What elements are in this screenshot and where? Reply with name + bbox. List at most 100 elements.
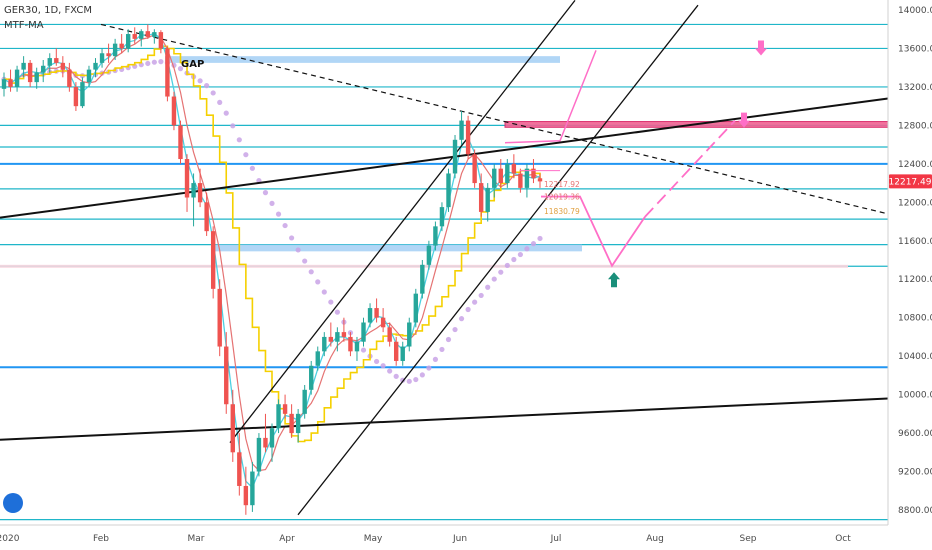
candle-11 [73,86,79,107]
time-tick-8: Sep [740,534,757,544]
ma-value-label-2: 11830.79 [544,207,580,216]
projection-down-leg[interactable] [541,195,646,268]
price-tick-4: 10400.00 [898,352,932,362]
channel-line-0[interactable] [229,0,576,444]
ma-violet-dot-82 [537,235,543,242]
price-tick-6: 11200.00 [898,275,932,285]
candle-51 [335,332,340,342]
ma-violet-dot-70 [458,316,465,322]
channel-line-1[interactable] [297,4,699,516]
tradingview-logo[interactable] [3,493,23,513]
candle-74 [485,187,490,212]
candle-59 [387,327,392,342]
annotations: GAP 12217.92 12019.36 11830.79 [181,59,580,216]
candle-24 [158,32,164,49]
candle-32 [210,231,216,289]
price-tick-7: 11600.00 [898,237,932,247]
ma-violet-dot-35 [230,123,236,129]
candle-14 [93,62,98,70]
trendline-1[interactable] [0,397,889,441]
ma-violet-dot-27 [177,66,184,72]
candle-42 [276,404,281,429]
candle-76 [498,168,503,184]
symbol-title: GER30, 1D, FXCM [4,5,93,16]
projection-path[interactable] [504,40,767,288]
candle-61 [400,346,405,361]
candle-25 [165,48,170,97]
ma-violet-dot-31 [204,83,210,89]
trendline-0[interactable] [0,97,889,219]
candle-6 [41,65,46,73]
plot-background [0,0,888,525]
ma-violet-dot-38 [249,165,255,171]
candle-52 [341,332,347,337]
price-badge-bg [889,174,932,189]
time-axis[interactable]: 2020 Feb Mar Apr May Jun Jul Aug Sep Oct [0,534,851,544]
ma-violet-dot-34 [223,110,229,116]
candle-36 [237,452,242,486]
candle-46 [302,389,307,414]
candle-66 [433,226,438,246]
zone-0[interactable] [165,56,560,63]
ma-violet-dot-49 [321,289,327,295]
ma-violet-dot-41 [269,200,275,206]
candle-63 [413,293,419,323]
ma-violet-dot-58 [380,363,386,369]
ma-violet-dot-76 [498,269,504,275]
candle-43 [282,404,288,414]
ma-violet-dot-77 [504,262,510,269]
candle-29 [191,183,196,198]
ma-violet-dot-81 [530,241,537,247]
candle-30 [197,183,203,203]
price-tick-5: 10800.00 [898,314,932,324]
ma-violet-dot-46 [302,258,308,264]
zone-2[interactable] [212,244,582,252]
ma-violet-dot-40 [262,190,269,196]
candle-64 [420,264,425,294]
price-tick-9: 12400.00 [898,160,932,170]
candle-65 [426,245,432,265]
ma-violet-dot-59 [387,368,393,374]
candle-37 [243,485,249,506]
ma-violet-dot-22 [145,60,151,67]
last-price-badge: 12217.49 [889,174,932,189]
candle-10 [67,69,72,87]
candle-22 [145,31,151,37]
ma-violet-dot-60 [393,373,399,379]
candle-9 [60,62,66,70]
time-tick-4: May [364,534,383,544]
price-axis[interactable]: 8800.00 9200.00 9600.00 10000.00 10400.00 108… [898,6,932,516]
candle-39 [256,437,262,472]
candle-57 [374,308,379,318]
projection-alt-leg[interactable] [504,50,597,144]
candle-69 [452,139,458,174]
price-tick-0: 8800.00 [898,506,932,516]
arrow-down-icon [755,40,767,56]
ma-violet-dot-79 [517,251,523,258]
candle-54 [354,341,360,352]
candle-55 [361,322,366,342]
candle-72 [472,154,477,184]
candle-82 [537,178,543,182]
trendlines[interactable] [0,0,889,516]
candle-80 [524,168,530,188]
candle-48 [315,351,320,366]
candle-15 [99,53,105,63]
candle-81 [531,168,536,179]
candle-62 [407,322,412,347]
candle-26 [171,96,177,126]
ma-violet-dot-23 [151,59,157,65]
ma-violet-dot-73 [478,292,484,299]
projection-up-leg[interactable] [644,119,736,218]
candle-50 [328,336,334,342]
ma-violet-dot-44 [289,235,295,241]
ma-violet-dot-30 [197,78,203,84]
candle-56 [367,308,373,323]
price-tick-10: 12800.00 [898,121,932,131]
ma-violet-dot-48 [315,279,321,285]
candle-5 [34,72,39,83]
candle-16 [106,53,111,57]
ma-violet-dot-36 [236,137,242,143]
candle-49 [322,336,327,352]
